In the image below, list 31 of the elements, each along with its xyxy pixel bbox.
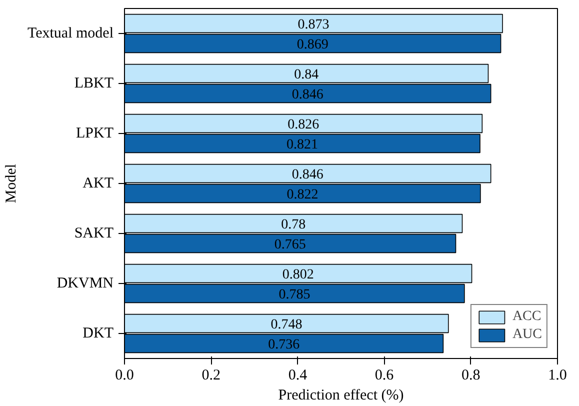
- data-label: 0.802: [282, 268, 314, 282]
- x-tick-label: 0.2: [202, 368, 220, 384]
- y-tick-label: LPKT: [76, 126, 114, 142]
- x-tick-label: 0.4: [288, 368, 308, 384]
- data-label: 0.785: [278, 288, 310, 302]
- y-tick-label: SAKT: [74, 226, 114, 242]
- data-label: 0.846: [292, 168, 324, 182]
- data-label: 0.846: [292, 88, 324, 102]
- legend-label: ACC: [512, 309, 542, 325]
- x-tick-label: 1.0: [548, 368, 567, 384]
- data-label: 0.84: [294, 68, 319, 82]
- y-tick-label: AKT: [82, 176, 114, 192]
- x-tick-label: 0.8: [462, 368, 480, 384]
- legend-label: AUC: [512, 327, 542, 343]
- data-label: 0.736: [268, 338, 300, 352]
- data-label: 0.748: [270, 318, 302, 332]
- x-tick-label: 0.6: [374, 368, 394, 384]
- data-label: 0.869: [296, 38, 328, 52]
- data-label: 0.822: [286, 188, 318, 202]
- x-axis-title: Prediction effect (%): [278, 388, 404, 404]
- data-label: 0.821: [286, 138, 318, 152]
- y-axis-title: Model: [3, 164, 20, 204]
- data-label: 0.78: [281, 218, 306, 232]
- data-label: 0.826: [288, 118, 320, 132]
- data-label: 0.765: [274, 238, 306, 252]
- y-tick-label: DKT: [82, 326, 114, 342]
- x-tick-label: 0.0: [115, 368, 134, 384]
- data-label: 0.873: [298, 18, 330, 32]
- y-tick-label: Textual model: [27, 26, 114, 42]
- y-tick-label: DKVMN: [56, 276, 114, 292]
- y-tick-label: LBKT: [74, 76, 114, 92]
